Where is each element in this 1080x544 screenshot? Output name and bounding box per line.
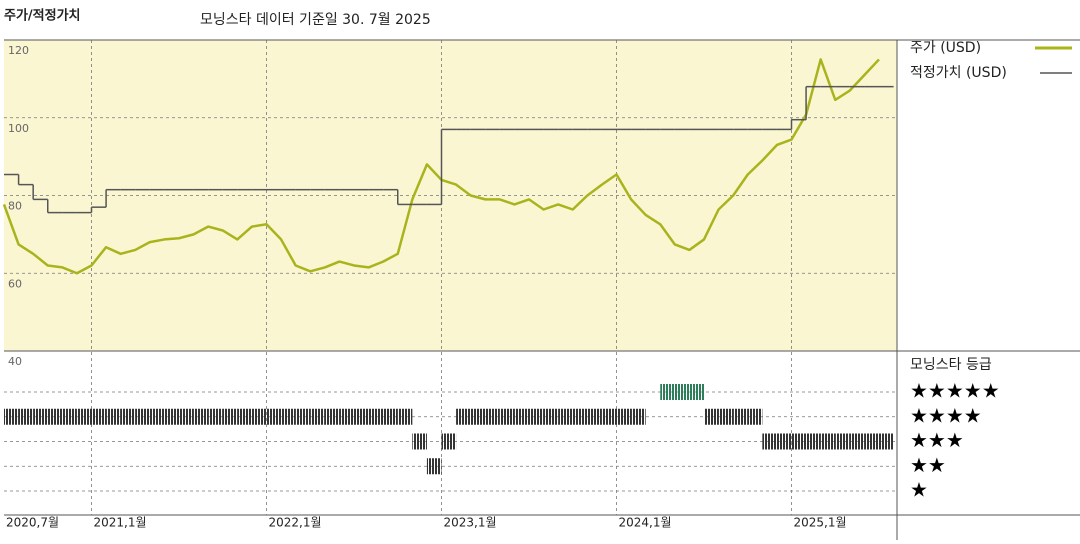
rating-bar bbox=[572, 408, 588, 425]
rating-bar bbox=[426, 458, 442, 475]
rating-bar bbox=[91, 408, 107, 425]
rating-bar bbox=[354, 408, 369, 425]
rating-bar bbox=[543, 408, 559, 425]
x-tick-label: 2020,7월 bbox=[6, 516, 59, 530]
legend-label: 적정가치 (USD) bbox=[910, 65, 1007, 81]
rating-bar bbox=[689, 384, 704, 400]
rating-bar bbox=[849, 433, 865, 450]
rating-title: 모닝스타 등급 bbox=[910, 357, 992, 373]
rating-bar bbox=[456, 408, 471, 425]
rating-bar bbox=[601, 408, 617, 425]
rating-bar bbox=[18, 408, 34, 425]
rating-bar bbox=[835, 433, 850, 450]
x-tick-label: 2024,1월 bbox=[619, 516, 672, 530]
rating-bar bbox=[295, 408, 311, 425]
rating-bar bbox=[281, 408, 296, 425]
rating-bar bbox=[397, 408, 413, 425]
rating-bar bbox=[704, 408, 719, 425]
rating-bar bbox=[164, 408, 179, 425]
rating-bar bbox=[47, 408, 63, 425]
rating-level-label: ★★★ bbox=[910, 428, 964, 452]
y-tick-label: 60 bbox=[8, 277, 22, 290]
y-tick-label: 120 bbox=[8, 44, 29, 57]
y-tick-label: 40 bbox=[8, 355, 22, 368]
rating-bar bbox=[208, 408, 223, 425]
rating-bar bbox=[237, 408, 252, 425]
rating-bar bbox=[120, 408, 136, 425]
rating-bar bbox=[251, 408, 267, 425]
rating-bar bbox=[222, 408, 238, 425]
rating-bar bbox=[820, 433, 836, 450]
rating-bar bbox=[62, 408, 77, 425]
rating-bar bbox=[718, 408, 734, 425]
rating-bar bbox=[193, 408, 209, 425]
rating-bar bbox=[660, 384, 675, 400]
rating-bar bbox=[383, 408, 398, 425]
rating-bar bbox=[674, 384, 690, 400]
rating-bar bbox=[558, 408, 573, 425]
rating-bar bbox=[310, 408, 325, 425]
rating-bar bbox=[879, 433, 894, 450]
rating-bar bbox=[339, 408, 354, 425]
rating-bar bbox=[441, 433, 457, 450]
rating-bar bbox=[791, 433, 807, 450]
rating-bar bbox=[499, 408, 515, 425]
rating-bar bbox=[324, 408, 340, 425]
rating-bar bbox=[106, 408, 121, 425]
rating-bar bbox=[747, 408, 763, 425]
rating-bar bbox=[616, 408, 632, 425]
rating-bar bbox=[149, 408, 165, 425]
rating-bar bbox=[733, 408, 748, 425]
x-tick-label: 2021,1월 bbox=[94, 516, 147, 530]
x-tick-label: 2022,1월 bbox=[269, 516, 322, 530]
rating-bar bbox=[762, 433, 777, 450]
rating-bar bbox=[266, 408, 282, 425]
rating-bar bbox=[514, 408, 529, 425]
rating-bar bbox=[76, 408, 92, 425]
rating-bar bbox=[33, 408, 48, 425]
x-tick-label: 2023,1월 bbox=[444, 516, 497, 530]
rating-bar bbox=[135, 408, 150, 425]
rating-level-label: ★ bbox=[910, 478, 928, 502]
rating-bar bbox=[179, 408, 194, 425]
rating-bar bbox=[529, 408, 544, 425]
rating-bar bbox=[776, 433, 792, 450]
rating-bar bbox=[587, 408, 602, 425]
legend-label: 주가 (USD) bbox=[910, 40, 981, 56]
rating-bar bbox=[485, 408, 500, 425]
rating-bar bbox=[4, 408, 19, 425]
rating-bar bbox=[864, 433, 879, 450]
rating-bar bbox=[412, 433, 427, 450]
rating-bar bbox=[631, 408, 646, 425]
x-tick-label: 2025,1월 bbox=[794, 516, 847, 530]
rating-bar bbox=[470, 408, 486, 425]
chart-subtitle: 모닝스타 데이터 기준일 30. 7월 2025 bbox=[200, 12, 431, 28]
rating-bar bbox=[368, 408, 384, 425]
rating-level-label: ★★★★ bbox=[910, 403, 982, 427]
rating-level-label: ★★ bbox=[910, 453, 946, 477]
chart-title: 주가/적정가치 bbox=[4, 8, 81, 24]
rating-level-label: ★★★★★ bbox=[910, 379, 1000, 403]
y-tick-label: 80 bbox=[8, 200, 22, 213]
rating-bar bbox=[806, 433, 821, 450]
y-tick-label: 100 bbox=[8, 122, 29, 135]
